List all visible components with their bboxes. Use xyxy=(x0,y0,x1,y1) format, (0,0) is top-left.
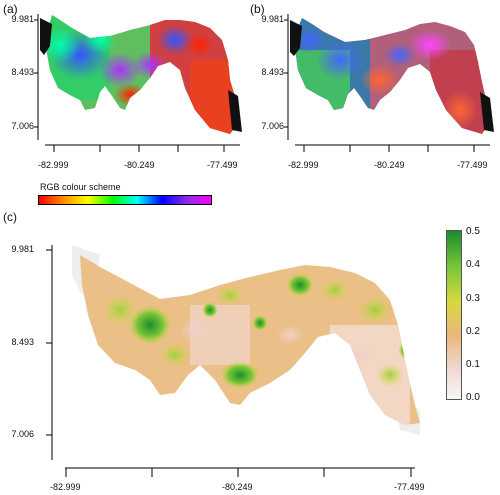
panel-c-ytick-mid: 8.493 xyxy=(11,337,34,347)
colorbar-tick-0.5: 0.5 xyxy=(466,226,480,237)
colorbar-tick-0.4: 0.4 xyxy=(466,259,480,270)
rgb-legend-bar xyxy=(38,195,212,205)
panel-c-xtick-left: -82.999 xyxy=(50,482,81,492)
panel-c-label: (c) xyxy=(3,210,17,224)
colorbar-tick-0.0: 0.0 xyxy=(466,392,480,403)
panel-b-ytick-mid: 8.493 xyxy=(261,67,284,77)
panel-b-xtick-mid: -80.249 xyxy=(374,160,405,170)
colorbar-tick-0.1: 0.1 xyxy=(466,359,480,370)
panel-b-ytick-bottom: 7.006 xyxy=(261,121,284,131)
colorbar-tick-0.3: 0.3 xyxy=(466,293,480,304)
colorbar xyxy=(446,230,462,400)
panel-b-xtick-left: -82.999 xyxy=(288,160,319,170)
panel-a-xtick-left: -82.999 xyxy=(38,160,69,170)
panel-c-xtick-mid: -80.249 xyxy=(222,482,253,492)
panel-a-label: (a) xyxy=(3,2,18,16)
panel-c-map xyxy=(46,245,420,477)
panel-c-ytick-bottom: 7.006 xyxy=(11,429,34,439)
panel-c-ytick-top: 9.981 xyxy=(11,244,34,254)
rgb-legend-title: RGB colour scheme xyxy=(40,182,121,192)
colorbar-tick-0.2: 0.2 xyxy=(466,326,480,337)
panel-b-map xyxy=(284,14,494,152)
panel-a-xtick-right: -77.499 xyxy=(207,160,238,170)
panel-b-label: (b) xyxy=(250,2,265,16)
panel-a-ytick-top: 9.981 xyxy=(11,14,34,24)
panel-a-xtick-mid: -80.249 xyxy=(124,160,155,170)
panel-a-ytick-bottom: 7.006 xyxy=(11,121,34,131)
panel-a-ytick-mid: 8.493 xyxy=(11,67,34,77)
panel-a-map xyxy=(34,14,242,152)
panel-b-xtick-right: -77.499 xyxy=(457,160,488,170)
panel-b-ytick-top: 9.981 xyxy=(261,14,284,24)
panel-c-xtick-right: -77.499 xyxy=(394,482,425,492)
